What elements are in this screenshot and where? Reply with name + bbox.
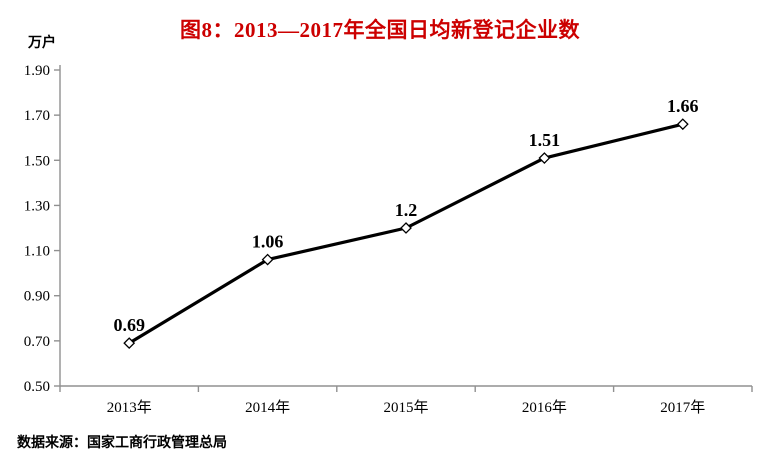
data-point-marker: [676, 118, 689, 131]
y-axis-tick-label: 0.70: [24, 334, 50, 350]
x-axis-category-label: 2016年: [522, 399, 567, 416]
data-point-label: 0.69: [113, 315, 145, 335]
data-point-label: 1.66: [667, 96, 699, 116]
y-axis-tick-label: 1.30: [24, 198, 50, 214]
data-point-label: 1.2: [395, 200, 418, 220]
y-axis-tick-label: 1.90: [24, 63, 50, 79]
y-axis-tick-label: 1.10: [24, 244, 50, 260]
x-axis-category-label: 2013年: [107, 399, 152, 416]
data-point-marker: [400, 222, 412, 234]
data-point-marker: [261, 253, 274, 266]
chart-title: 图8：2013—2017年全国日均新登记企业数: [180, 18, 580, 42]
x-axis-category-label: 2015年: [383, 399, 428, 416]
y-axis-tick-label: 0.90: [24, 289, 50, 305]
x-axis-category-label: 2017年: [660, 399, 705, 416]
data-point-label: 1.51: [529, 130, 561, 150]
data-source-note: 数据来源：国家工商行政管理总局: [17, 435, 227, 451]
data-point-marker: [123, 337, 136, 350]
y-axis-tick-label: 0.50: [24, 379, 50, 395]
y-axis-tick-label: 1.50: [24, 153, 50, 169]
y-axis-unit-label: 万户: [28, 35, 56, 51]
x-axis-category-label: 2014年: [245, 399, 290, 416]
data-point-marker: [538, 152, 551, 164]
data-point-label: 1.06: [252, 232, 284, 252]
y-axis-tick-label: 1.70: [24, 108, 50, 124]
